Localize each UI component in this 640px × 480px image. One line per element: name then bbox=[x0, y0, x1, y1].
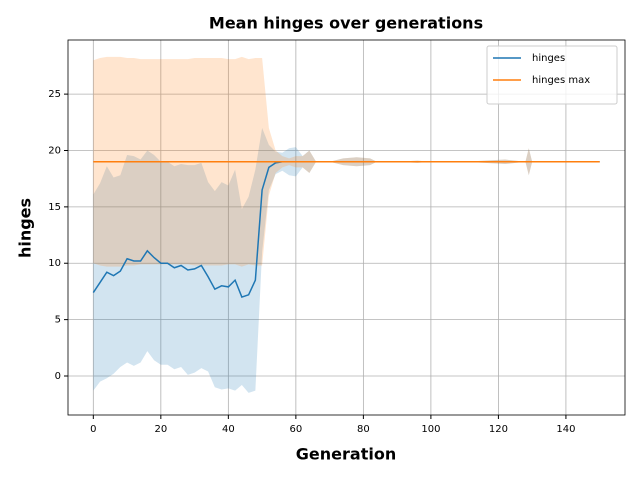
chart-title: Mean hinges over generations bbox=[209, 14, 483, 33]
x-tick-label: 60 bbox=[289, 424, 302, 435]
x-tick-label: 20 bbox=[154, 424, 167, 435]
y-tick-label: 20 bbox=[48, 145, 61, 156]
x-tick-label: 0 bbox=[90, 424, 96, 435]
y-tick-label: 5 bbox=[55, 315, 61, 326]
y-tick-label: 0 bbox=[55, 371, 61, 382]
x-tick-label: 80 bbox=[357, 424, 370, 435]
y-tick-label: 10 bbox=[48, 258, 61, 269]
x-tick-label: 100 bbox=[421, 424, 440, 435]
x-tick-label: 140 bbox=[556, 424, 575, 435]
legend-label: hinges max bbox=[532, 75, 590, 86]
y-tick-label: 15 bbox=[48, 202, 61, 213]
y-axis-label: hinges bbox=[16, 198, 35, 258]
x-axis-label: Generation bbox=[296, 445, 396, 464]
legend-box bbox=[486, 45, 618, 105]
legend-label: hinges bbox=[532, 53, 565, 64]
y-tick-label: 25 bbox=[48, 89, 61, 100]
x-tick-label: 120 bbox=[489, 424, 508, 435]
std-band bbox=[93, 127, 600, 393]
x-tick-label: 40 bbox=[222, 424, 235, 435]
plot-frame bbox=[67, 39, 626, 416]
